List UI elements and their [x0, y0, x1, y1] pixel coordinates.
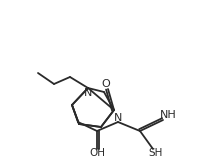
Text: N: N	[84, 88, 92, 98]
Text: N: N	[114, 113, 122, 123]
Text: SH: SH	[149, 148, 163, 158]
Text: OH: OH	[89, 148, 105, 158]
Text: NH: NH	[160, 110, 176, 120]
Text: O: O	[102, 79, 110, 89]
